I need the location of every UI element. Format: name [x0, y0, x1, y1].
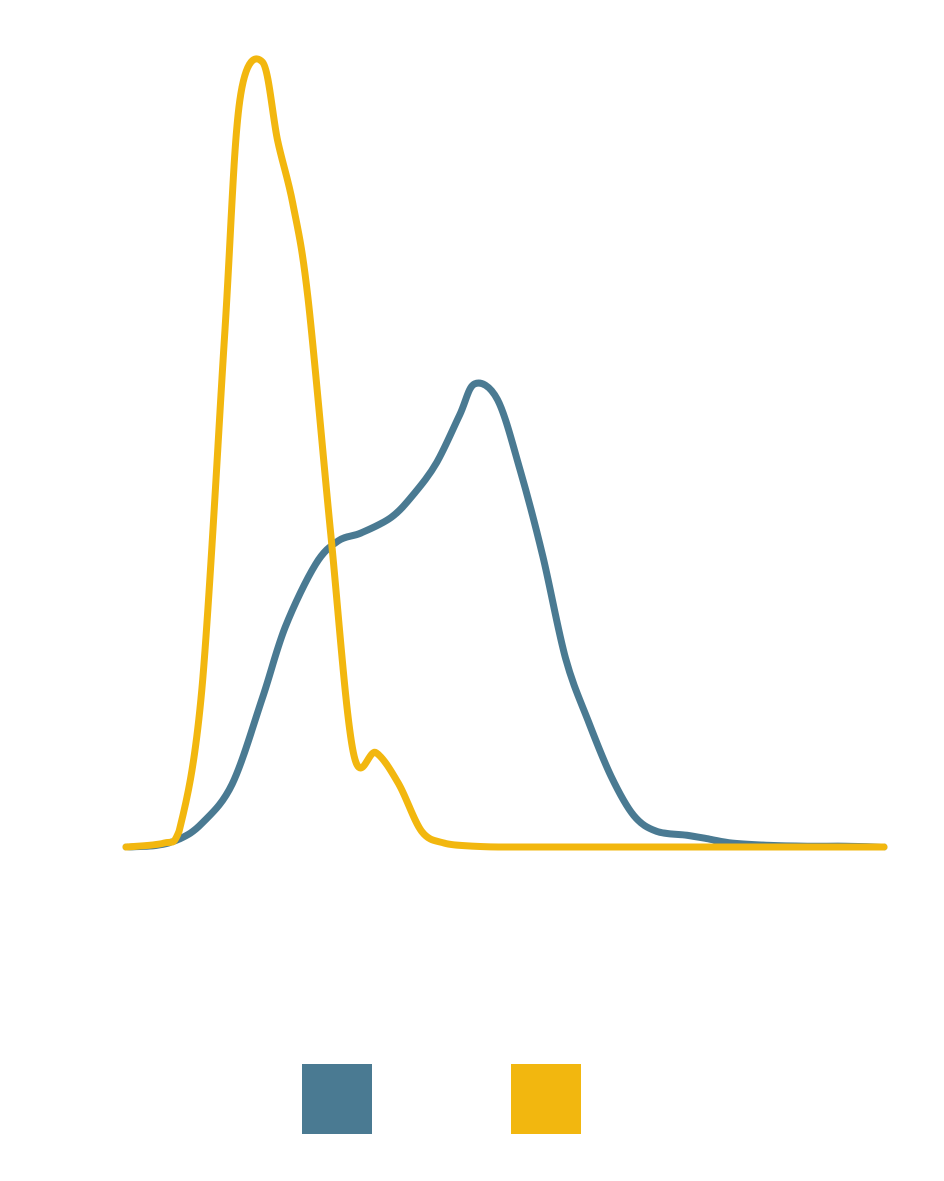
- legend-swatch-series-2: [511, 1064, 581, 1134]
- legend-swatch-series-1: [302, 1064, 372, 1134]
- density-line-series-1: [122, 379, 888, 851]
- density-line-series-2: [122, 55, 888, 851]
